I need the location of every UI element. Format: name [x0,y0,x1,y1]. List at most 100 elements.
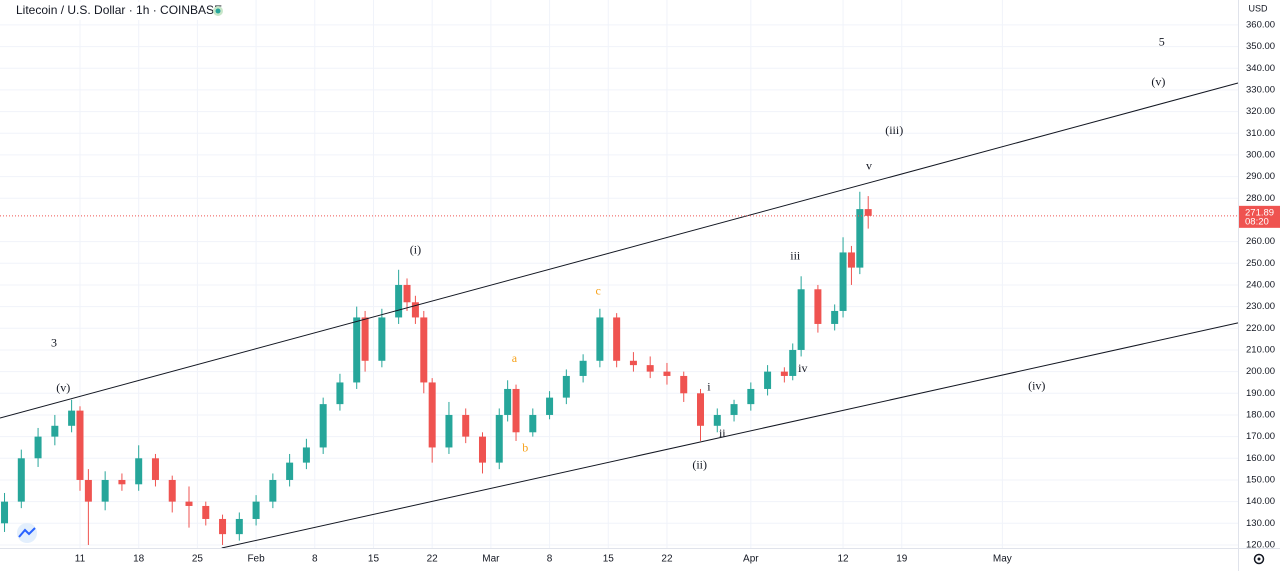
candle-body [445,414,453,448]
y-tick-label: 280.00 [1246,193,1275,204]
candle-body [428,382,436,448]
candle-body [495,414,503,463]
candle-body [1,501,9,524]
x-tick-label: 19 [896,554,908,565]
candle-body [202,505,210,519]
candle-body [663,371,671,376]
y-tick-label: 190.00 [1246,388,1275,399]
candle-body [395,284,403,318]
candle-body [34,436,42,459]
y-tick-label: 140.00 [1246,496,1275,507]
candle-body [135,458,143,485]
wave-label: a [512,351,518,365]
wave-label: 3 [51,336,57,350]
logo [17,523,37,543]
candle-body [831,310,839,324]
wave-label: c [596,284,601,298]
trend-line [0,82,1239,419]
y-tick-label: 300.00 [1246,149,1275,160]
x-tick-label: 11 [75,554,86,565]
candle-body [252,501,260,519]
candle-body [504,388,512,415]
candle-body [151,458,159,480]
candle-body [789,349,797,376]
wave-label: b [522,441,528,455]
y-tick-label: 340.00 [1246,63,1275,74]
x-tick-label: 25 [192,554,204,565]
candle-body [864,209,872,216]
y-tick-label: 360.00 [1246,19,1275,30]
candle-body [462,414,470,437]
wave-label: (i) [410,243,421,257]
settings-icon[interactable] [1253,553,1265,565]
x-tick-label: 18 [133,554,145,565]
x-tick-label: Mar [482,554,500,565]
wave-label: v [866,159,872,173]
last-price-label: 271.89 [1245,207,1274,218]
candle-body [613,317,621,361]
candle-body [797,289,805,350]
candle-body [730,404,738,415]
candle-body [680,375,688,394]
wave-label: ii [719,426,726,440]
currency-label[interactable]: USD [1248,3,1268,13]
candle-body [378,317,386,361]
y-tick-label: 180.00 [1246,409,1275,420]
wave-label: (iii) [885,123,903,137]
y-tick-label: 200.00 [1246,366,1275,377]
x-tick-label: Feb [247,554,265,565]
candle-body [353,317,361,383]
candle-body [420,317,428,383]
wave-label: 5 [1159,35,1165,49]
candle-body [411,302,419,318]
candle-body [814,289,822,324]
candle-body [764,371,772,389]
y-tick-label: 330.00 [1246,84,1275,95]
wave-label: (v) [1151,75,1165,89]
y-tick-label: 160.00 [1246,453,1275,464]
candle-body [219,518,227,535]
wave-label: iii [790,249,801,263]
candle-body [546,397,554,415]
x-tick-label: May [993,554,1012,565]
candle-body [856,209,864,268]
x-tick-label: 15 [603,554,615,565]
y-tick-label: 250.00 [1246,258,1275,269]
x-tick-label: 22 [661,554,673,565]
candle-body [68,410,76,426]
y-tick-label: 130.00 [1246,518,1275,529]
candle-body [286,462,294,480]
y-tick-label: 320.00 [1246,106,1275,117]
y-tick-label: 170.00 [1246,431,1275,442]
status-dot [215,8,221,14]
wave-label: i [707,380,711,394]
candle-body [403,284,411,303]
x-tick-label: Apr [743,554,759,565]
candle-body [168,479,176,502]
last-price-tag [1239,205,1280,228]
candle-body [319,404,327,448]
candle-body [713,414,721,426]
y-tick-label: 230.00 [1246,301,1275,312]
y-tick-label: 220.00 [1246,323,1275,334]
candle-body [780,371,788,376]
candle-body [847,252,855,268]
candle-body [76,410,84,480]
x-tick-label: 12 [837,554,849,565]
candle-body [17,458,25,502]
candle-body [646,365,654,372]
candle-body [336,382,344,405]
candle-body [361,317,369,361]
trend-line [221,322,1239,549]
candle-body [839,252,847,311]
candle-body [478,436,486,463]
wave-label: (ii) [692,458,707,472]
wave-label: (iv) [1028,379,1045,393]
header-bg [10,2,235,20]
candle-body [101,479,109,502]
candle-body [629,360,637,366]
candle-body [562,375,570,398]
y-tick-label: 290.00 [1246,171,1275,182]
